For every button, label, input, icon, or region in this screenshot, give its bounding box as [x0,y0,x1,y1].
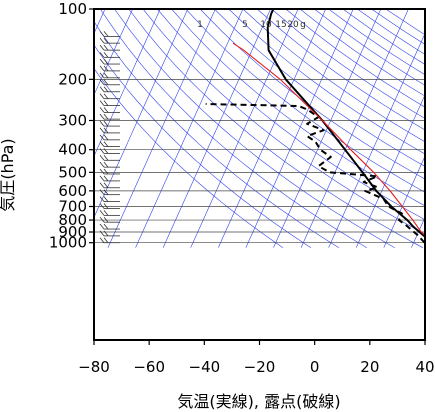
wind-barb [99,155,120,161]
dry-adiabat-line [171,9,425,207]
wind-barb [99,210,120,216]
wind-barb [99,31,120,37]
wind-barb [99,120,120,127]
dry-adiabat-line [228,9,425,155]
isotherm-line [245,9,354,248]
series-layer [205,9,425,244]
dry-adiabat-line [357,9,425,55]
isotherm-line [162,9,271,248]
wind-barb [99,58,120,65]
dry-adiabat-line [271,9,425,119]
dry-adiabat-line [114,9,395,248]
isotherm-line [355,94,425,248]
isotherm-line [218,9,326,248]
y-tick-label: 700 [58,197,87,215]
y-tick-label: 200 [58,70,87,88]
wind-barb [99,65,120,72]
dry-adiabat-line [314,9,425,86]
isotherm-line [94,9,161,157]
y-tick-label: 900 [58,223,87,241]
isotherm-line [300,9,409,248]
isotherm-line [135,9,244,248]
isotherm-line [190,9,299,248]
wind-barb [99,37,120,44]
mixing-ratio-label: 10 [260,20,272,30]
x-axis-title: 気温(実線), 露点(破線) [177,392,340,411]
y-tick-label: 500 [58,163,87,181]
wind-barb [99,86,120,93]
wind-barb [99,52,120,58]
y-axis-title: 気圧(hPa) [0,138,17,211]
wind-barb [99,203,120,209]
y-tick-label: 400 [58,141,87,159]
y-tick-label: 300 [58,112,87,130]
x-tick-label: 20 [360,358,379,376]
wind-barb [99,237,120,244]
x-tick-label: 40 [415,358,434,376]
x-tick-label: −80 [78,358,110,376]
wind-barb [99,189,120,196]
wind-barb [99,113,120,120]
dry-adiabat-line [128,9,423,248]
dry-adiabat-line [94,44,312,248]
wind-barb [99,196,120,202]
x-tick-label: 0 [310,358,320,376]
mixing-ratio-labels: 1 5 10 15 20 g [197,20,306,30]
wind-barb [99,182,120,189]
wind-barb [99,230,120,237]
mixing-ratio-label: g [300,20,306,30]
wind-barb [99,93,120,100]
wind-barb [99,44,120,51]
x-tick-label: −40 [189,358,221,376]
wind-barb [99,175,120,182]
isotherm-line [411,216,425,248]
dry-adiabat-line [94,20,339,248]
y-tick-label: 600 [58,182,87,200]
x-tick-label: −60 [133,358,165,376]
background-lines [94,9,425,248]
isotherm-line [383,155,425,248]
dry-adiabat-line [142,9,425,235]
wind-barb [99,168,120,175]
dry-adiabat-line [99,9,367,248]
wind-barb [99,72,120,79]
wind-barb [99,127,120,134]
dry-adiabat-line [214,9,425,167]
wind-barb [99,79,120,86]
mixing-ratio-label: 5 [242,20,248,30]
dry-adiabat-line [342,9,425,65]
dry-adiabat-line [257,9,425,131]
y-tick-label: 100 [58,0,87,18]
wind-barb [99,148,120,154]
temperature-line [266,9,425,238]
dry-adiabat-line [94,68,284,248]
wind-barb [99,134,120,141]
x-tick-label: −20 [244,358,276,376]
isotherm-line [94,9,189,219]
wind-barbs [99,31,120,244]
dry-adiabat-line [299,9,425,97]
y-tick-label: 800 [58,211,87,229]
mixing-ratio-label: 20 [287,20,299,30]
wind-barb [99,100,120,106]
mixing-ratio-label: 15 [275,20,286,30]
dry-adiabat-line [285,9,425,108]
isotherm-line [273,9,382,248]
dry-adiabat-line [242,9,425,143]
wind-barb [99,141,120,148]
wind-barb [99,107,120,113]
parcel-line [232,42,425,237]
x-axis: −80 −60 −40 −20 0 20 40 [78,340,435,376]
wind-barb [99,161,120,168]
wind-barb [99,223,120,230]
y-tick-label: 1000 [49,234,87,252]
isotherm-line [107,9,216,248]
pressure-grid [94,9,425,244]
isotherm-line [94,9,133,96]
mixing-ratio-label: 1 [197,20,203,30]
wind-barb [99,216,120,223]
